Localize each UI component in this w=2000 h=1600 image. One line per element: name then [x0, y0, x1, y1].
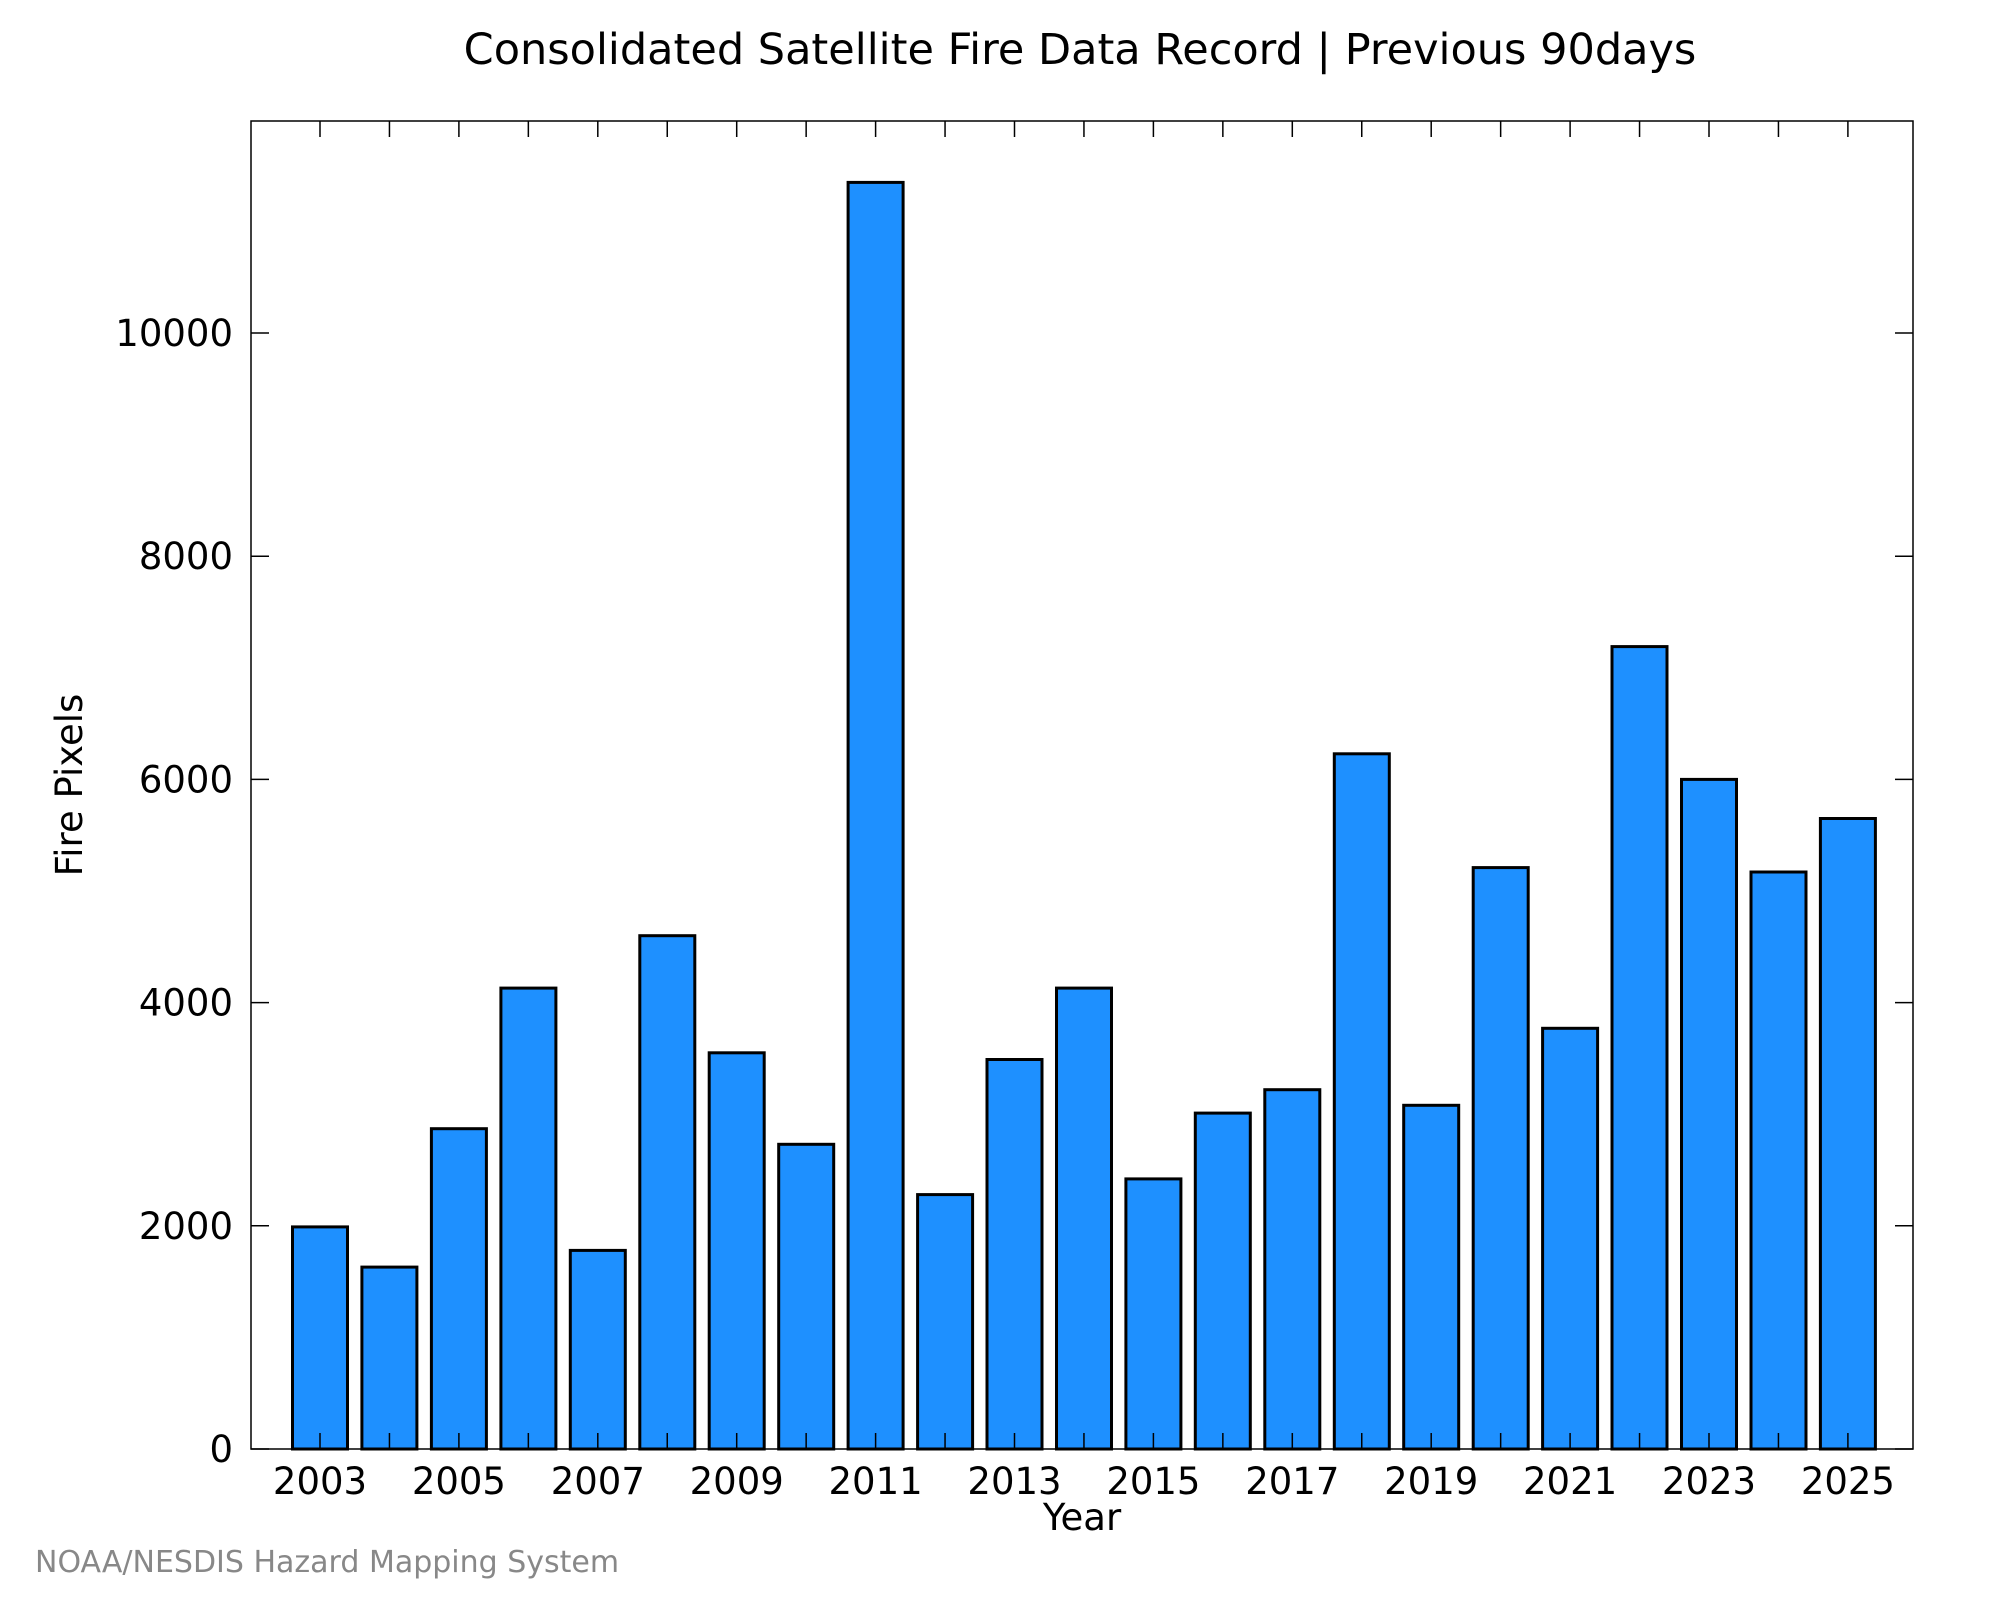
y-tick-label: 4000 — [139, 982, 233, 1025]
y-axis: 0 2000 4000 6000 8000 10000 — [115, 312, 1913, 1471]
bar-2013 — [985, 1058, 1044, 1451]
bar-2008 — [638, 934, 697, 1451]
bar-2019 — [1402, 1103, 1461, 1451]
bar-2016 — [1193, 1111, 1252, 1451]
x-axis: 2003 2005 2007 2009 2011 2013 2015 2017 2019 2021… — [273, 121, 1895, 1503]
x-tick-label: 2005 — [412, 1460, 506, 1503]
bars-group — [291, 180, 1877, 1451]
x-tick-label: 2009 — [690, 1460, 784, 1503]
y-tick-label: 2000 — [139, 1205, 233, 1248]
x-tick-label: 2025 — [1801, 1460, 1895, 1503]
y-tick-label: 8000 — [139, 535, 233, 578]
bar-2012 — [916, 1193, 975, 1451]
y-tick-label: 6000 — [139, 758, 233, 801]
bar-2004 — [360, 1265, 419, 1451]
bar-2022 — [1610, 645, 1669, 1451]
bar-2003 — [291, 1225, 349, 1451]
bar-2007 — [568, 1248, 627, 1451]
plot-frame — [250, 120, 1914, 1450]
chart-title: Consolidated Satellite Fire Data Record … — [464, 25, 1697, 75]
x-tick-label: 2017 — [1245, 1460, 1339, 1503]
credit-text: NOAA/NESDIS Hazard Mapping System — [35, 1545, 619, 1580]
x-tick-label: 2011 — [829, 1460, 923, 1503]
bar-2011 — [846, 180, 905, 1451]
x-axis-label: Year — [1042, 1496, 1122, 1539]
x-tick-label: 2021 — [1523, 1460, 1617, 1503]
y-axis-label: Fire Pixels — [48, 694, 91, 877]
bar-2017 — [1263, 1088, 1322, 1451]
bar-2024 — [1749, 870, 1808, 1451]
x-tick-label: 2007 — [551, 1460, 645, 1503]
bar-2010 — [777, 1142, 836, 1451]
y-tick-label: 10000 — [115, 312, 233, 355]
bar-2020 — [1471, 866, 1530, 1451]
bar-2025 — [1818, 817, 1877, 1451]
x-tick-label: 2023 — [1662, 1460, 1756, 1503]
y-tick-label: 0 — [209, 1428, 233, 1471]
bar-2014 — [1055, 986, 1113, 1451]
bar-2005 — [429, 1127, 488, 1451]
x-tick-label: 2015 — [1106, 1460, 1200, 1503]
x-tick-label: 2003 — [273, 1460, 367, 1503]
bar-2023 — [1680, 777, 1738, 1451]
bar-2021 — [1541, 1026, 1600, 1451]
bar-2006 — [499, 986, 558, 1451]
bar-2009 — [707, 1051, 766, 1451]
x-tick-label: 2013 — [967, 1460, 1061, 1503]
bar-2018 — [1332, 752, 1391, 1451]
x-tick-label: 2019 — [1384, 1460, 1478, 1503]
bar-2015 — [1124, 1177, 1183, 1451]
